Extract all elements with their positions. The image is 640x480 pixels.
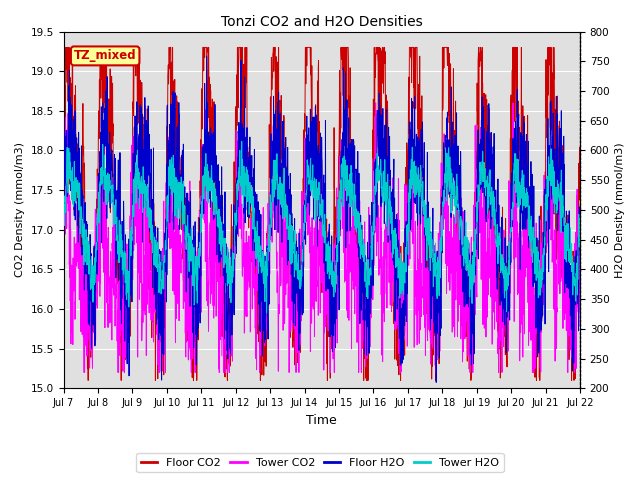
Text: TZ_mixed: TZ_mixed [74,49,136,62]
Title: Tonzi CO2 and H2O Densities: Tonzi CO2 and H2O Densities [221,15,422,29]
Legend: Floor CO2, Tower CO2, Floor H2O, Tower H2O: Floor CO2, Tower CO2, Floor H2O, Tower H… [136,453,504,472]
Y-axis label: CO2 Density (mmol/m3): CO2 Density (mmol/m3) [15,143,25,277]
X-axis label: Time: Time [307,414,337,427]
Y-axis label: H2O Density (mmol/m3): H2O Density (mmol/m3) [615,142,625,278]
